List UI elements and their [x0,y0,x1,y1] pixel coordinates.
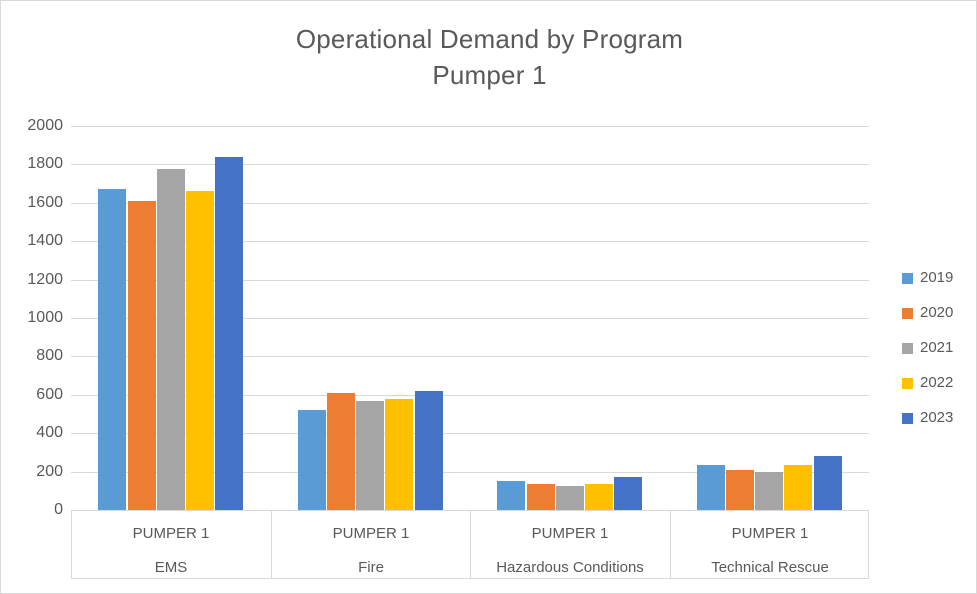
chart-title: Operational Demand by Program Pumper 1 [1,21,976,93]
legend-swatch-2021 [902,342,913,354]
legend-item-2021: 2021 [902,339,953,357]
y-tick-label-2000: 2000 [27,117,63,134]
bar-2019-fire [298,410,326,510]
category-group-label-technical-rescue: PUMPER 1 [731,525,809,542]
bar-2023-hazardous-conditions [614,477,642,510]
bar-2023-technical-rescue [814,456,842,510]
y-tick-label-200: 200 [36,463,63,480]
y-tick-label-800: 800 [36,347,63,364]
bar-2023-ems [215,157,243,510]
category-group-label-fire: PUMPER 1 [332,525,410,542]
category-divider [670,510,671,579]
y-tick-label-400: 400 [36,424,63,441]
y-tick-label-1600: 1600 [27,194,63,211]
bar-2019-technical-rescue [697,465,725,510]
gridline-400 [71,433,869,434]
legend-swatch-2020 [902,307,913,319]
gridline-1400 [71,241,869,242]
y-tick-label-1200: 1200 [27,271,63,288]
bar-2021-ems [157,169,185,510]
bar-2019-hazardous-conditions [497,481,525,510]
category-group-label-ems: PUMPER 1 [132,525,210,542]
bar-2022-ems [186,191,214,510]
legend-label-2023: 2023 [920,409,954,426]
bar-2021-fire [356,401,384,510]
gridline-1600 [71,203,869,204]
legend-label-2022: 2022 [920,374,954,391]
bar-2019-ems [98,189,126,510]
category-label-fire: Fire [358,559,384,576]
gridline-1200 [71,280,869,281]
legend-swatch-2022 [902,377,913,389]
y-tick-label-0: 0 [54,501,63,518]
category-divider [271,510,272,579]
category-label-hazardous-conditions: Hazardous Conditions [496,559,644,576]
legend-item-2022: 2022 [902,374,953,392]
gridline-600 [71,395,869,396]
bar-2022-technical-rescue [784,465,812,510]
legend-label-2020: 2020 [920,304,954,321]
gridline-2000 [71,126,869,127]
bar-2022-fire [385,399,413,510]
y-tick-label-600: 600 [36,386,63,403]
y-tick-label-1800: 1800 [27,155,63,172]
chart-title-line2: Pumper 1 [432,60,547,90]
legend-label-2019: 2019 [920,269,954,286]
gridline-800 [71,356,869,357]
gridline-1800 [71,164,869,165]
gridline-200 [71,472,869,473]
y-tick-label-1000: 1000 [27,309,63,326]
bar-2021-hazardous-conditions [556,486,584,510]
bar-2020-fire [327,393,355,510]
gridline-1000 [71,318,869,319]
bar-2021-technical-rescue [755,472,783,510]
legend-item-2023: 2023 [902,409,953,427]
category-label-technical-rescue: Technical Rescue [711,559,829,576]
bar-2020-ems [128,201,156,510]
y-tick-label-1400: 1400 [27,232,63,249]
category-divider [470,510,471,579]
legend-item-2019: 2019 [902,269,953,287]
bar-2022-hazardous-conditions [585,484,613,510]
bar-2020-technical-rescue [726,470,754,510]
legend-swatch-2019 [902,272,913,284]
bar-2020-hazardous-conditions [527,484,555,510]
legend-label-2021: 2021 [920,339,954,356]
category-label-ems: EMS [154,559,188,576]
category-group-label-hazardous-conditions: PUMPER 1 [531,525,609,542]
legend-item-2020: 2020 [902,304,953,322]
chart-title-line1: Operational Demand by Program [295,24,684,54]
legend-swatch-2023 [902,412,913,424]
bar-2023-fire [415,391,443,510]
